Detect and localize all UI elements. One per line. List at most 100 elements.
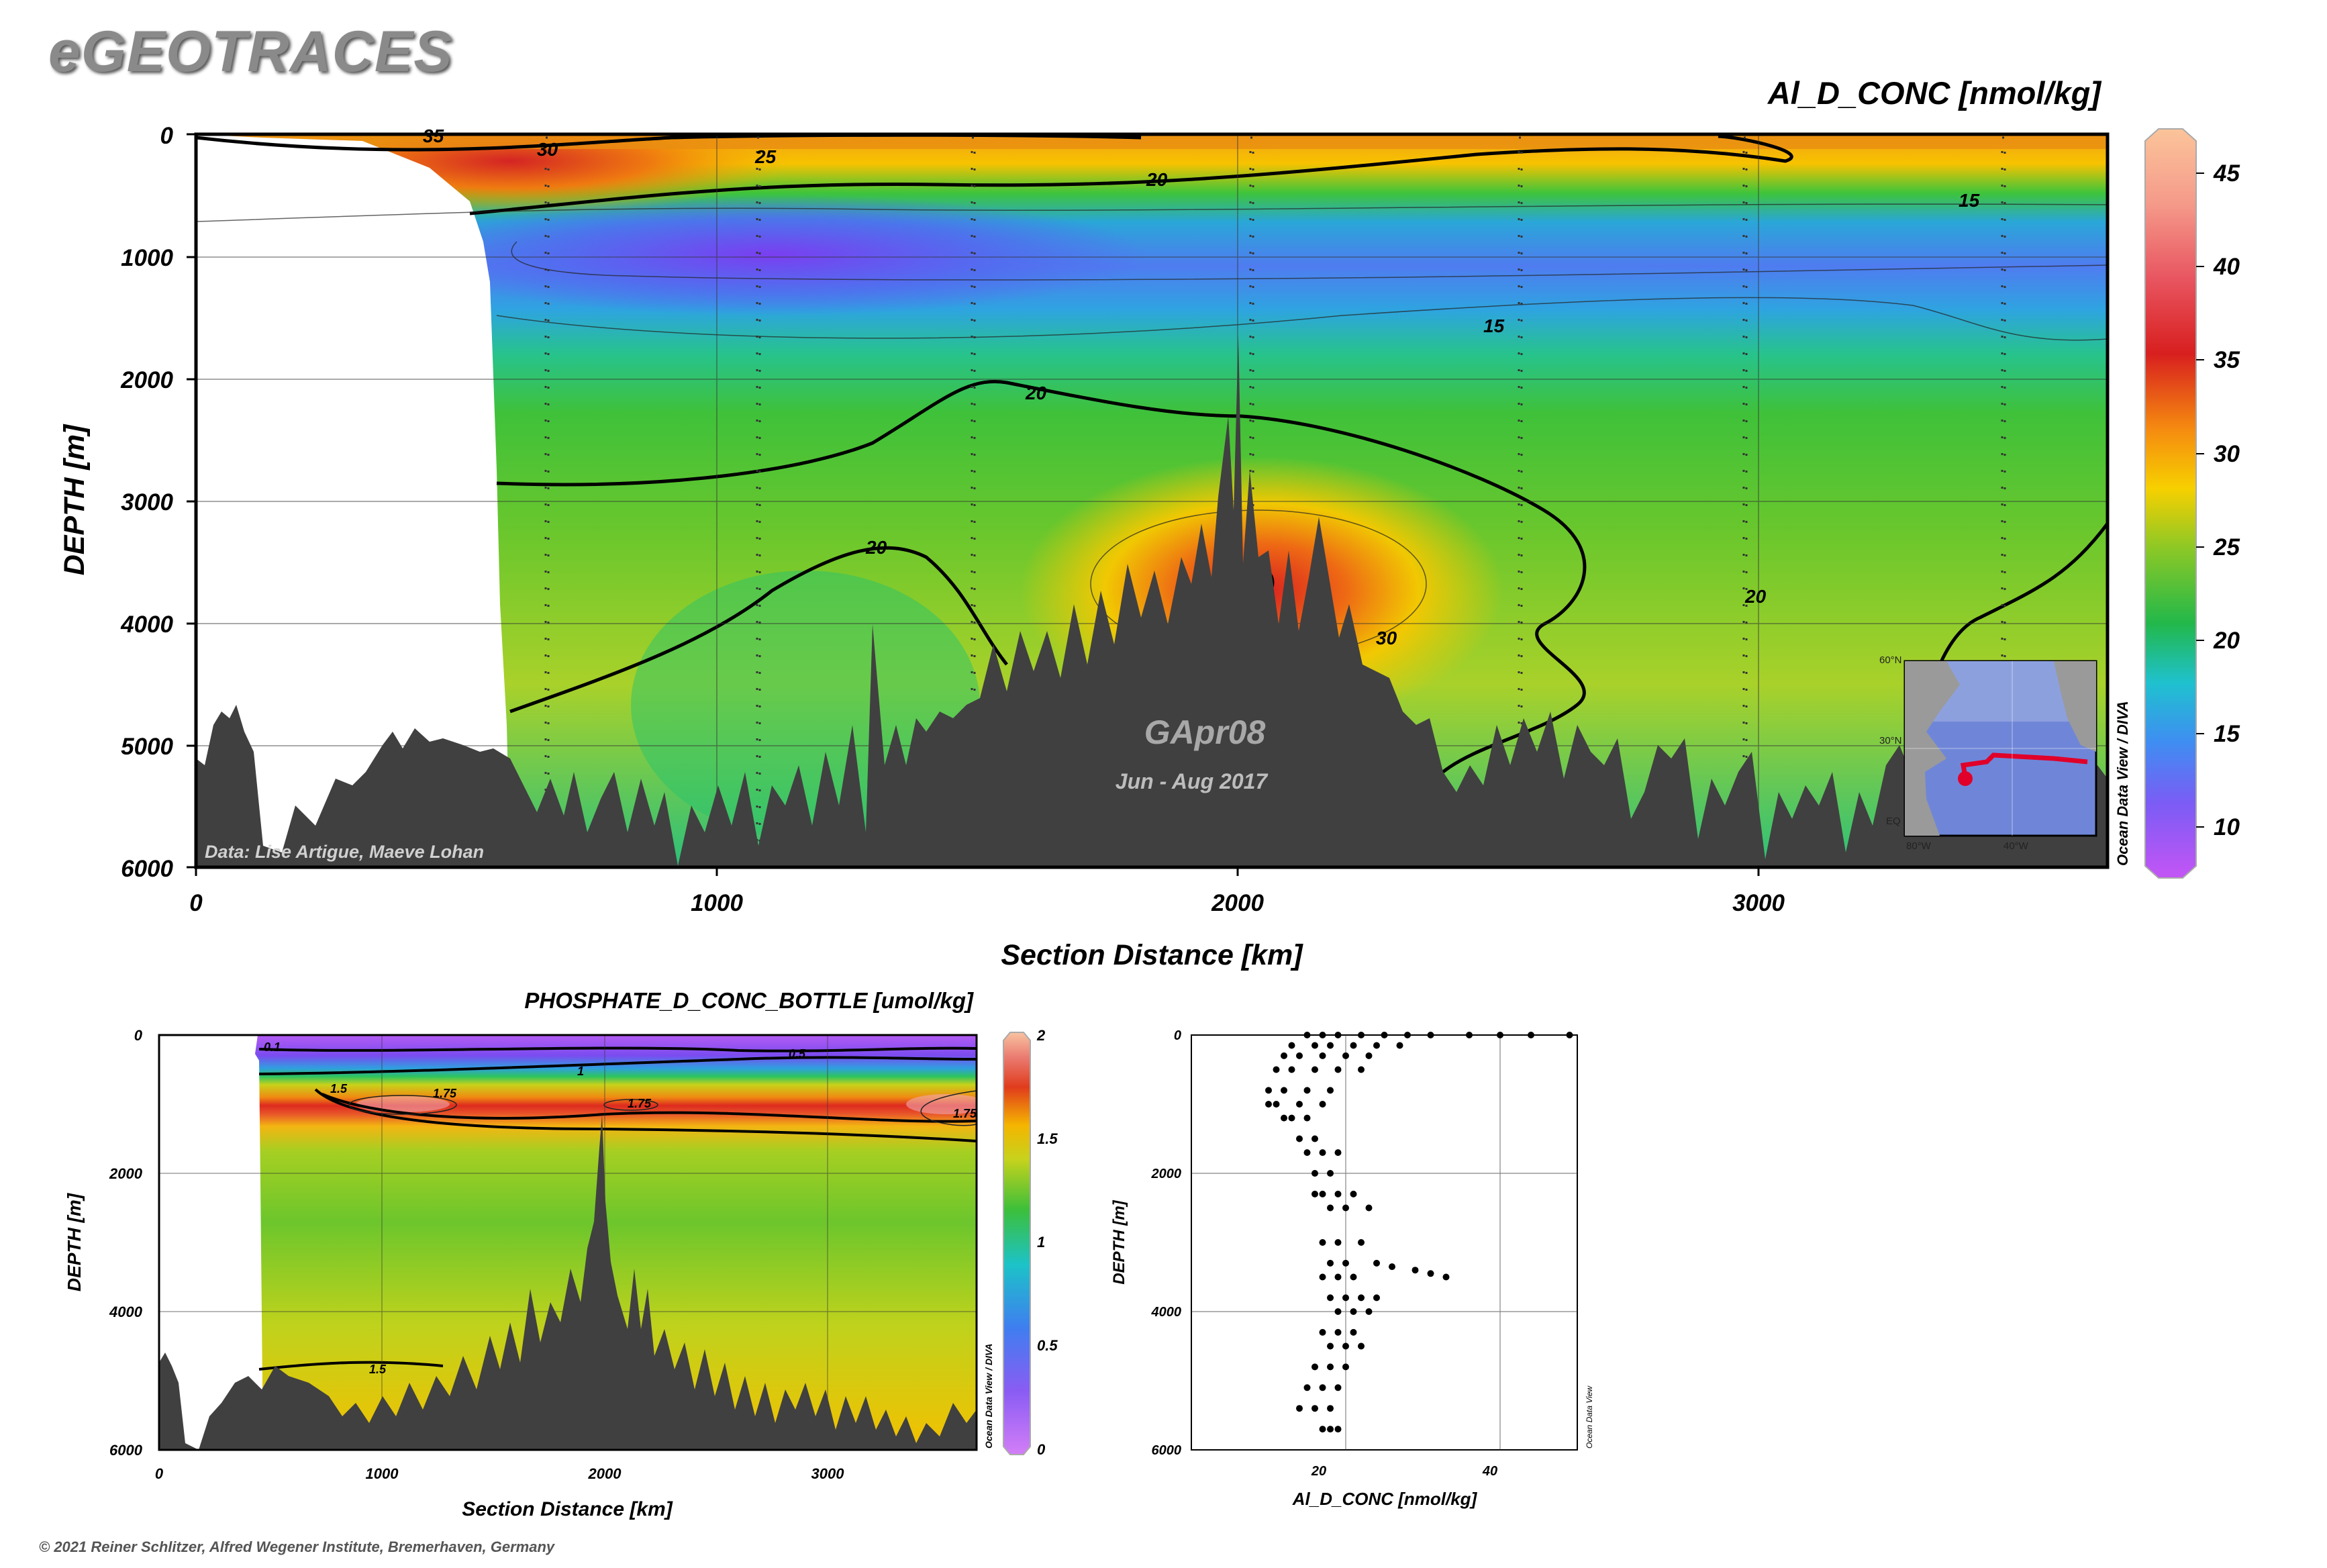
scatter-point [1327, 1170, 1334, 1177]
scatter-point [1358, 1342, 1365, 1350]
svg-text:0: 0 [155, 1465, 164, 1482]
svg-text:1000: 1000 [121, 245, 173, 271]
svg-text:25: 25 [2213, 534, 2240, 560]
svg-text:3000: 3000 [1732, 890, 1785, 916]
al-colorbar: 45 40 35 30 25 20 15 10 [2144, 128, 2240, 879]
scatter-point [1319, 1032, 1326, 1038]
scatter-point [1327, 1087, 1334, 1094]
svg-text:1.5: 1.5 [369, 1363, 387, 1376]
svg-text:15: 15 [2214, 721, 2240, 747]
scatter-point [1296, 1101, 1303, 1108]
svg-text:6000: 6000 [121, 856, 173, 882]
scatter-point [1265, 1101, 1272, 1108]
scatter-point [1311, 1042, 1318, 1049]
svg-text:80°W: 80°W [1906, 840, 1932, 852]
scatter-point [1303, 1149, 1311, 1157]
svg-text:1.75: 1.75 [628, 1097, 652, 1110]
scatter-point [1350, 1190, 1357, 1197]
svg-text:20: 20 [1744, 586, 1767, 607]
scatter-point [1319, 1328, 1326, 1336]
scatter-point [1273, 1066, 1280, 1073]
scatter-point [1288, 1042, 1295, 1049]
scatter-point [1319, 1149, 1326, 1157]
scatter-point [1342, 1363, 1349, 1371]
scatter-point [1334, 1328, 1342, 1336]
scatter-point [1319, 1052, 1326, 1059]
svg-text:2000: 2000 [120, 367, 173, 393]
phosphate-field [159, 1035, 977, 1450]
scatter-point [1311, 1363, 1318, 1371]
al-grid [196, 134, 2108, 867]
svg-text:60°N: 60°N [1879, 654, 1902, 666]
scatter-point [1396, 1042, 1403, 1049]
phosphate-x-label: Section Distance [km] [462, 1498, 673, 1520]
scatter-point [1350, 1273, 1357, 1281]
scatter-point [1311, 1405, 1318, 1412]
scatter-point [1319, 1384, 1326, 1391]
al-title: Al_D_CONC [nmol/kg] [1767, 75, 2101, 111]
scatter-point [1334, 1426, 1342, 1433]
svg-text:20: 20 [1146, 169, 1168, 190]
svg-text:40: 40 [1482, 1464, 1497, 1479]
scatter-point [1303, 1087, 1311, 1094]
svg-text:15: 15 [1483, 315, 1505, 336]
inset-map: 60°N 30°N EQ 80°W 40°W [1879, 654, 2097, 852]
profile-y-label: DEPTH [m] [1110, 1199, 1128, 1284]
scatter-point [1319, 1101, 1326, 1108]
svg-text:1: 1 [577, 1065, 584, 1078]
svg-text:10: 10 [2214, 814, 2240, 840]
scatter-point [1528, 1032, 1534, 1038]
svg-text:35: 35 [423, 126, 444, 146]
scatter-point [1412, 1267, 1419, 1274]
egeotraces-logo: eGEOTRACES [48, 19, 453, 84]
phosphate-software-label: Ocean Data View / DIVA [983, 1344, 994, 1449]
scatter-point [1358, 1294, 1365, 1302]
svg-text:4000: 4000 [109, 1304, 143, 1320]
svg-text:30: 30 [2214, 441, 2240, 467]
svg-text:1000: 1000 [691, 890, 743, 916]
svg-text:2: 2 [1036, 1027, 1046, 1044]
profile-software-label: Ocean Data View [1585, 1385, 1594, 1449]
al-x-label: Section Distance [km] [1001, 939, 1303, 971]
svg-text:0.1: 0.1 [264, 1040, 281, 1054]
svg-text:0: 0 [1174, 1028, 1181, 1043]
scatter-point [1327, 1204, 1334, 1212]
scatter-point [1265, 1087, 1272, 1094]
svg-text:3000: 3000 [121, 489, 173, 516]
al-x-ticks: 0 1000 2000 3000 [189, 890, 1785, 916]
svg-text:1.75: 1.75 [433, 1087, 457, 1100]
scatter-point [1319, 1426, 1326, 1433]
svg-text:1000: 1000 [366, 1465, 399, 1482]
al-contour-labels: 35 30 25 20 15 15 20 20 20 30 [423, 126, 1980, 648]
scatter-point [1327, 1042, 1334, 1049]
phosphate-bathymetry [159, 1114, 977, 1450]
svg-text:2000: 2000 [1151, 1167, 1182, 1181]
scatter-point [1296, 1405, 1303, 1412]
scatter-point [1381, 1032, 1388, 1038]
phosphate-x-ticks: 0 1000 2000 3000 [155, 1465, 844, 1482]
scatter-point [1350, 1042, 1357, 1049]
svg-text:30: 30 [1376, 628, 1397, 648]
scatter-point [1334, 1032, 1342, 1038]
scatter-point [1327, 1363, 1334, 1371]
phosphate-title: PHOSPHATE_D_CONC_BOTTLE [umol/kg] [524, 988, 974, 1013]
scatter-point [1281, 1114, 1287, 1122]
svg-text:4000: 4000 [120, 611, 173, 638]
svg-text:20: 20 [1025, 383, 1047, 403]
scatter-point [1319, 1273, 1326, 1281]
scatter-point [1334, 1149, 1342, 1157]
svg-text:1: 1 [1037, 1234, 1045, 1251]
scatter-point [1311, 1170, 1318, 1177]
scatter-point [1288, 1114, 1295, 1122]
scatter-point [1327, 1426, 1334, 1433]
data-credit: Data: Lise Artigue, Maeve Lohan [205, 842, 484, 862]
scatter-point [1311, 1066, 1318, 1073]
svg-text:0: 0 [134, 1027, 143, 1044]
svg-text:20: 20 [1311, 1464, 1326, 1479]
svg-text:30°N: 30°N [1879, 735, 1902, 746]
scatter-point [1334, 1384, 1342, 1391]
scatter-point [1281, 1052, 1287, 1059]
scatter-point [1497, 1032, 1503, 1038]
svg-text:6000: 6000 [1152, 1443, 1182, 1458]
scatter-point [1342, 1342, 1349, 1350]
